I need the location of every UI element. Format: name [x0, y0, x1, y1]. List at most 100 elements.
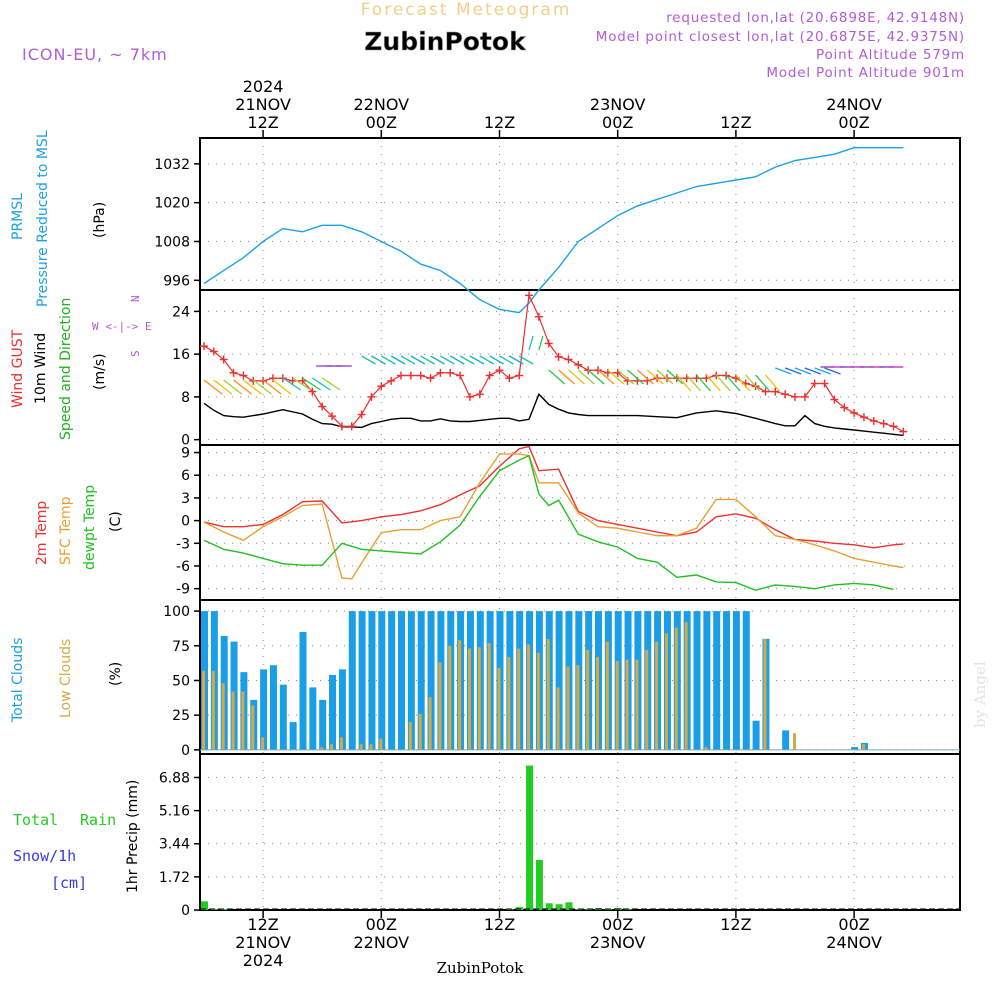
low-cloud-bar	[674, 627, 678, 750]
temp-ytick-label: 6	[181, 468, 190, 484]
wind-arrow	[764, 374, 780, 392]
total-cloud-bar	[398, 611, 405, 750]
wind-arrow	[794, 367, 812, 375]
wind-arrow	[755, 374, 771, 392]
low-cloud-bar	[556, 687, 560, 750]
rain-bar	[565, 902, 573, 910]
chart-marks: 996100810201032081624-9-6-30369025507510…	[154, 77, 961, 970]
sfc-line	[203, 453, 904, 580]
dew-label: dewpt Temp	[82, 485, 98, 570]
low-cloud-bar	[251, 705, 255, 750]
gust-marker	[200, 342, 208, 351]
gust-line	[203, 293, 904, 433]
dew-line	[203, 454, 894, 591]
total-cloud-bar	[358, 611, 366, 750]
wind-arrow	[321, 377, 341, 391]
precip-ytick-label: 1.72	[159, 870, 190, 886]
wind-arrow	[814, 367, 831, 375]
wind-arrow	[824, 367, 841, 375]
wind-arrow	[440, 355, 455, 365]
low-cloud-bar	[507, 656, 511, 750]
temp-unit: (C)	[108, 511, 124, 532]
gust-marker	[820, 379, 829, 388]
top-xtick-label: 2024	[243, 77, 284, 96]
wind-arrow	[558, 369, 576, 385]
gust-marker	[495, 366, 504, 375]
gust-marker	[465, 392, 474, 401]
total-cloud-bar	[338, 669, 346, 750]
temp-ytick-label: -9	[176, 582, 190, 598]
top-xtick-label: 12Z	[247, 113, 278, 132]
pressure-label-prmsl: PRMSL	[10, 193, 26, 240]
gust-marker	[889, 422, 898, 431]
pressure-ytick-label: 1008	[154, 234, 190, 250]
wind-arrow	[479, 355, 495, 365]
wind-arrow	[775, 367, 792, 375]
wind-ytick-label: 8	[181, 390, 190, 406]
gust-marker	[771, 387, 780, 396]
low-cloud-bar	[655, 641, 659, 750]
low-cloud-bar	[566, 666, 570, 750]
low-cloud-bar	[408, 722, 412, 750]
wind-arrow	[696, 374, 711, 392]
rain-bar	[575, 909, 583, 910]
wind-ytick-label: 0	[181, 433, 190, 449]
top-xtick-label: 12Z	[484, 113, 515, 132]
total-cloud-bar	[703, 611, 711, 750]
gust-marker	[810, 379, 819, 388]
pressure-ytick-label: 1020	[154, 196, 190, 212]
low-cloud-bar	[576, 665, 580, 750]
wind-arrow	[302, 377, 321, 391]
total-cloud-bar	[851, 747, 859, 750]
gust-marker	[830, 395, 839, 404]
wind-arrow	[705, 374, 721, 392]
low-cloud-bar	[861, 744, 865, 750]
precip-cm-label: [cm]	[51, 874, 87, 892]
rain-bar	[526, 765, 534, 910]
wind-arrow	[715, 374, 731, 392]
total-cloud-bar	[319, 699, 327, 750]
gust-marker	[446, 368, 455, 377]
point-altitude: Point Altitude 579m	[816, 47, 965, 63]
pressure-ytick-label: 1032	[154, 157, 190, 173]
wind-arrow	[568, 369, 585, 385]
total-cloud-bar	[713, 611, 721, 750]
gust-label: Wind GUST	[10, 329, 26, 408]
gust-marker	[347, 422, 356, 431]
model-label: ICON-EU, ~ 7km	[22, 45, 168, 64]
low-cloud-bar	[625, 659, 629, 750]
temp-ytick-label: -6	[176, 559, 190, 575]
gust-marker	[840, 403, 849, 412]
clouds-ytick-label: 50	[172, 673, 190, 689]
wind-arrow	[518, 355, 534, 365]
wind-arrow	[272, 379, 292, 395]
rain-bar	[220, 909, 228, 910]
wind-arrow	[548, 369, 566, 385]
gust-marker	[761, 387, 770, 396]
gust-marker	[308, 387, 317, 396]
top-xtick-label: 00Z	[602, 113, 633, 132]
gust-marker	[397, 371, 405, 380]
low-cloud-bar	[320, 747, 324, 750]
gust-marker	[239, 371, 248, 380]
gust-marker	[328, 412, 337, 421]
low-cloud-bar	[241, 691, 245, 750]
temp-ytick-label: 9	[181, 446, 190, 462]
watermark: by Angel	[971, 661, 989, 728]
top-xtick-label: 12Z	[720, 113, 751, 132]
wind-arrow	[311, 377, 331, 391]
top-xtick-label: 23NOV	[590, 95, 646, 114]
rain-bar	[545, 903, 553, 910]
precip-ytick-label: 6.88	[159, 770, 190, 786]
bottom-xtick-label: 21NOV	[235, 933, 291, 952]
temp-ytick-label: 3	[181, 491, 190, 507]
wind-arrow	[390, 355, 406, 365]
wind-arrow	[538, 335, 544, 351]
low-cloud-bar	[527, 644, 531, 750]
gust-marker	[485, 371, 494, 380]
gust-marker	[377, 382, 386, 391]
wind-arrow	[430, 355, 445, 365]
gust-marker	[367, 392, 376, 401]
low-cloud-bar	[221, 683, 225, 750]
wind-arrow	[804, 367, 822, 375]
